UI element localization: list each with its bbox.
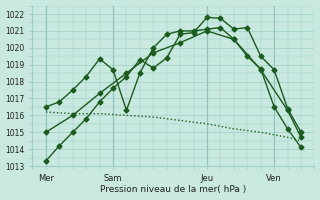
X-axis label: Pression niveau de la mer( hPa ): Pression niveau de la mer( hPa ): [100, 185, 247, 194]
